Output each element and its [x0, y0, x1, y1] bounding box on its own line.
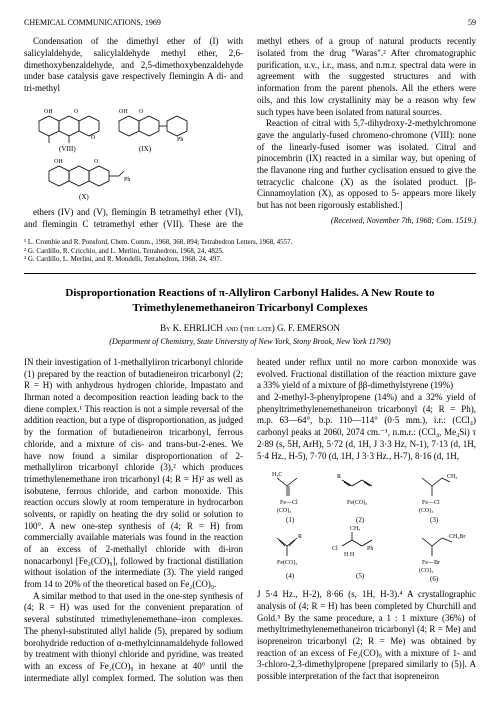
svg-text:Fe(CO)₃: Fe(CO)₃ — [277, 559, 297, 566]
svg-text:R: R — [298, 534, 302, 540]
article2-col2-p2: J 5·4 Hz., H-2), 8·66 (s, 1H, H-3).⁴ A c… — [257, 589, 476, 683]
article2-body: IN their investigation of 1-methallyliro… — [24, 357, 476, 684]
svg-text:H₃C: H₃C — [272, 472, 282, 478]
footnote-2: ² G. Cardillo, R. Cricchio, and L. Merli… — [24, 247, 476, 255]
svg-text:(CO)₃: (CO)₃ — [419, 567, 433, 574]
struct-label-3: (3) — [430, 516, 439, 524]
svg-text:O: O — [91, 135, 96, 141]
article1-body: Condensation of the dimethyl ether of (I… — [24, 36, 476, 232]
page-header: CHEMICAL COMMUNICATIONS, 1969 59 — [24, 18, 476, 28]
svg-text:(CO)₃: (CO)₃ — [277, 507, 291, 514]
article1-col1-p1: Condensation of the dimethyl ether of (I… — [24, 36, 243, 94]
svg-text:CH₂Br: CH₂Br — [449, 534, 465, 540]
chem-structures-1: OH O O (VIII) OH O Ph (IX) OH — [29, 101, 239, 201]
svg-text:Fe—Br: Fe—Br — [422, 560, 440, 566]
svg-text:Cl: Cl — [332, 546, 338, 552]
svg-text:Ph: Ph — [124, 177, 130, 183]
svg-text:Fe—Cl: Fe—Cl — [422, 500, 440, 506]
svg-text:O: O — [139, 109, 144, 115]
struct-label-1: (1) — [286, 516, 295, 524]
svg-text:Ph: Ph — [367, 546, 373, 552]
chem-structures-2: H₃C Fe—Cl (CO)₃ (1) R Fe(CO)₃ (2) C — [262, 468, 472, 583]
article1-structures: OH O O (VIII) OH O Ph (IX) OH — [24, 101, 243, 201]
article1-received: (Received, November 7th, 1968; Com. 1519… — [257, 216, 476, 226]
article2-col1-p1: IN their investigation of 1-methallyliro… — [24, 357, 243, 591]
svg-text:Ph: Ph — [177, 137, 183, 143]
svg-text:OH: OH — [54, 159, 63, 165]
article2-structures: H₃C Fe—Cl (CO)₃ (1) R Fe(CO)₃ (2) C — [257, 468, 476, 583]
struct-label-viii: (VIII) — [59, 145, 76, 153]
svg-text:CH₃: CH₃ — [350, 526, 360, 532]
page-number: 59 — [468, 18, 476, 28]
struct-label-x: (X) — [79, 193, 89, 201]
svg-text:CH₃: CH₃ — [447, 474, 457, 480]
struct-label-ix: (IX) — [139, 145, 152, 153]
article-separator — [24, 273, 476, 274]
footnote-1: ¹ L. Crombie and R. Ponsford, Chem. Comm… — [24, 238, 476, 246]
footnote-3: ³ G. Cardillo, L. Merlini, and R. Mondel… — [24, 255, 476, 263]
svg-text:O: O — [94, 159, 99, 165]
svg-text:Fe(CO)₃: Fe(CO)₃ — [347, 499, 367, 506]
article1-footnotes: ¹ L. Crombie and R. Ponsford, Chem. Comm… — [24, 238, 476, 263]
svg-text:OH: OH — [119, 109, 128, 115]
svg-text:OH: OH — [44, 109, 53, 115]
article2-affiliation: (Department of Chemistry, State Universi… — [24, 337, 476, 347]
article2-title: Disproportionation Reactions of π-Allyli… — [24, 286, 476, 315]
svg-text:O: O — [74, 109, 79, 115]
svg-text:(CO)₃: (CO)₃ — [419, 507, 433, 514]
svg-text:H H: H H — [344, 552, 355, 558]
article1-col2-p2: Reaction of citral with 5,7-dihydroxy-2-… — [257, 118, 476, 212]
struct-label-5: (5) — [356, 572, 365, 580]
article2-col2-p1: and 2-methyl-3-phenylpropene (14%) and a… — [257, 392, 476, 462]
article2-authors: By K. EHRLICH and (the late) G. F. EMERS… — [24, 323, 476, 335]
svg-text:Fe—Cl: Fe—Cl — [280, 500, 298, 506]
struct-label-6: (6) — [430, 575, 439, 583]
journal-name: CHEMICAL COMMUNICATIONS, 1969 — [24, 18, 161, 28]
struct-label-2: (2) — [356, 516, 365, 524]
struct-label-4: (4) — [286, 572, 295, 580]
svg-text:R: R — [337, 474, 341, 480]
